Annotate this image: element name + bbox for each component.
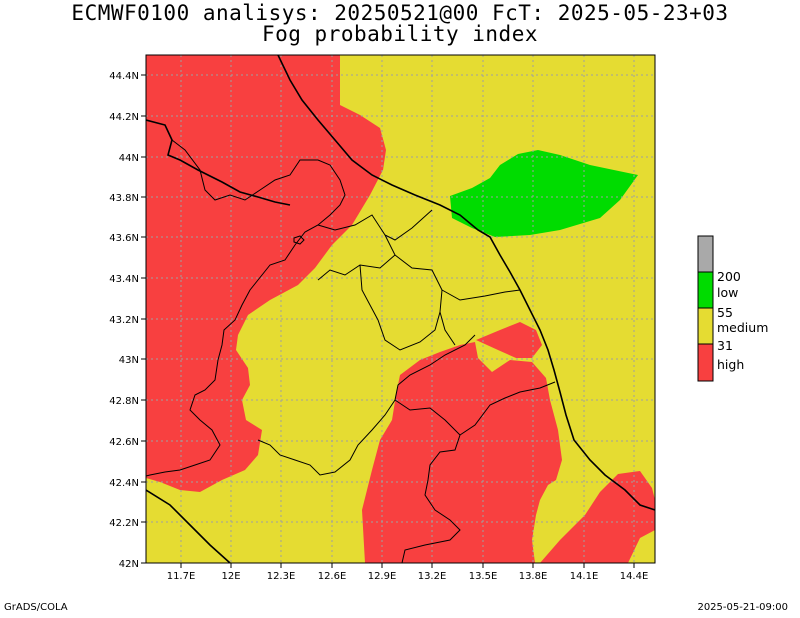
lon-tick-label: 14.4E [620,571,649,582]
regional-border-inner [257,334,476,476]
lat-tick-label: 42.8N [109,396,139,407]
lon-tick-label: 12.3E [267,571,296,582]
province-border-6 [394,399,461,563]
national-border-south [146,489,231,563]
boundaries [146,55,655,563]
lon-tick-label: 13.8E [519,571,548,582]
lon-tick-label: 13.2E [418,571,447,582]
province-border-7 [459,381,556,436]
province-border-5 [439,311,456,346]
lat-tick-label: 43.8N [109,193,139,204]
lon-tick-label: 12.6E [318,571,347,582]
latitude-labels: 44.4N 44.2N 44N 43.8N 43.6N 43.4N 43.2N … [109,71,139,570]
legend-swatch-low [697,271,714,309]
high-zone-south [362,342,562,563]
lat-tick-label: 43.4N [109,274,139,285]
lat-tick-label: 44.2N [109,112,139,123]
legend-threshold-55: 55 [717,305,733,320]
lat-tick-label: 42N [119,559,139,570]
coastline [277,55,655,511]
lon-tick-label: 14.1E [570,571,599,582]
high-zone-east-lobe [476,322,542,358]
lon-tick-label: 11.7E [167,571,196,582]
province-border-1 [317,209,433,241]
lon-tick-label: 13.5E [469,571,498,582]
legend-threshold-31: 31 [717,338,733,353]
software-credit: GrADS/COLA [4,602,68,613]
legend-class-medium: medium [717,320,769,335]
tick-marks [141,74,635,568]
legend-class-low: low [717,285,739,300]
lat-tick-label: 42.4N [109,478,139,489]
generation-timestamp: 2025-05-21-09:00 [697,602,788,613]
legend-swatch-medium [697,307,714,345]
lat-tick-label: 43.6N [109,233,139,244]
high-zone-southeast [540,471,655,563]
legend-swatch-high [697,343,714,382]
lat-tick-label: 44.4N [109,71,139,82]
lon-tick-label: 12E [221,571,240,582]
national-border-north [146,119,291,206]
map-subtitle: Fog probability index [261,22,538,46]
lat-tick-label: 44N [119,153,139,164]
legend-class-high: high [717,357,745,372]
legend-colorbar [697,235,714,382]
province-border-4 [441,289,521,301]
lat-tick-label: 43.2N [109,315,139,326]
map-frame [145,54,656,564]
lat-tick-label: 42.2N [109,518,139,529]
longitude-labels: 11.7E 12E 12.3E 12.6E 12.9E 13.2E 13.5E … [167,571,649,582]
probability-fields [146,55,655,563]
regional-border-west [146,139,346,477]
high-zone-northwest [146,55,386,492]
enclave-border [293,235,305,245]
lon-tick-label: 12.9E [368,571,397,582]
lat-tick-label: 42.6N [109,437,139,448]
low-zone [450,150,638,237]
lat-tick-label: 43N [119,355,139,366]
province-border-3 [359,254,443,351]
legend-swatch-top [697,235,714,273]
legend-threshold-200: 200 [717,269,741,284]
map-title: ECMWF0100 analisys: 20250521@00 FcT: 202… [71,1,729,25]
